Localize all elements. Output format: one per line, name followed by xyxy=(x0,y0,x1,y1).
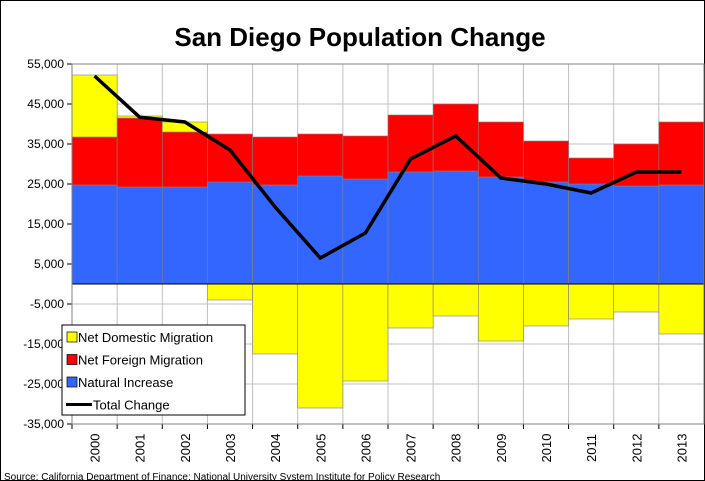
legend-label: Natural Increase xyxy=(78,375,173,390)
x-tick-label: 2002 xyxy=(178,434,193,463)
bar xyxy=(477,176,524,285)
x-tick-label: 2006 xyxy=(358,434,373,463)
y-tick-label: 35,000 xyxy=(27,137,64,151)
x-tick-label: 2001 xyxy=(133,434,148,463)
bar xyxy=(342,283,389,382)
x-tick-label: 2003 xyxy=(223,434,238,463)
bar xyxy=(432,283,479,317)
legend-swatch xyxy=(66,354,78,365)
bar xyxy=(71,136,118,186)
x-tick-label: 2009 xyxy=(494,434,509,463)
bar xyxy=(207,181,253,285)
chart-title: San Diego Population Change xyxy=(174,22,545,52)
bar xyxy=(161,186,208,285)
bar xyxy=(523,181,569,285)
legend-swatch xyxy=(66,331,78,343)
y-tick-label: -35,000 xyxy=(23,417,64,431)
bar xyxy=(568,157,615,185)
line-series xyxy=(93,74,682,261)
legend-swatch xyxy=(66,376,78,388)
bar xyxy=(477,283,524,342)
y-tick-label: 5,000 xyxy=(34,257,64,271)
bar xyxy=(297,283,344,409)
x-tick-label: 2010 xyxy=(539,434,554,463)
y-tick-label: 25,000 xyxy=(27,177,64,191)
bar xyxy=(613,185,660,285)
bar xyxy=(432,170,479,285)
x-tick-label: 2011 xyxy=(584,434,599,462)
bar xyxy=(477,121,524,178)
x-tick-label: 2004 xyxy=(268,434,283,463)
bar xyxy=(252,136,299,186)
y-tick-label: -15,000 xyxy=(23,337,64,351)
x-tick-label: 2013 xyxy=(674,434,689,463)
bar xyxy=(568,183,615,285)
bar xyxy=(71,184,118,285)
y-tick-label: 45,000 xyxy=(27,97,64,111)
plot-border xyxy=(71,63,705,425)
x-tick-label: 2000 xyxy=(88,434,103,463)
bar xyxy=(387,283,434,329)
bar xyxy=(568,283,615,320)
x-tick-label: 2012 xyxy=(629,434,644,463)
source-note: Source: California Department of Finance… xyxy=(4,472,440,481)
bar xyxy=(387,114,434,173)
bar xyxy=(161,131,208,188)
bar xyxy=(387,171,434,285)
legend-box xyxy=(61,324,246,416)
y-tick-label: -25,000 xyxy=(23,377,64,391)
bar xyxy=(658,184,705,285)
bar xyxy=(658,283,705,335)
bar xyxy=(207,283,253,301)
y-tick-label: 55,000 xyxy=(27,57,64,71)
legend-label: Net Foreign Migration xyxy=(78,353,203,368)
bar xyxy=(297,133,344,177)
bar xyxy=(297,175,344,285)
y-tick-label: 15,000 xyxy=(27,217,64,231)
bar xyxy=(658,121,705,186)
bar xyxy=(342,135,389,180)
legend-label: Net Domestic Migration xyxy=(78,330,213,345)
bar xyxy=(252,184,299,285)
bar xyxy=(71,74,118,138)
y-tick-label: -5,000 xyxy=(30,297,64,311)
bar xyxy=(523,283,569,327)
x-tick-label: 2007 xyxy=(404,434,419,463)
x-tick-label: 2005 xyxy=(313,434,328,463)
bar xyxy=(252,283,299,355)
bar xyxy=(613,283,660,313)
legend-label: Total Change xyxy=(93,398,170,413)
x-tick-label: 2008 xyxy=(449,434,464,463)
bar xyxy=(523,140,569,183)
bar xyxy=(116,186,163,285)
bar xyxy=(116,117,163,188)
